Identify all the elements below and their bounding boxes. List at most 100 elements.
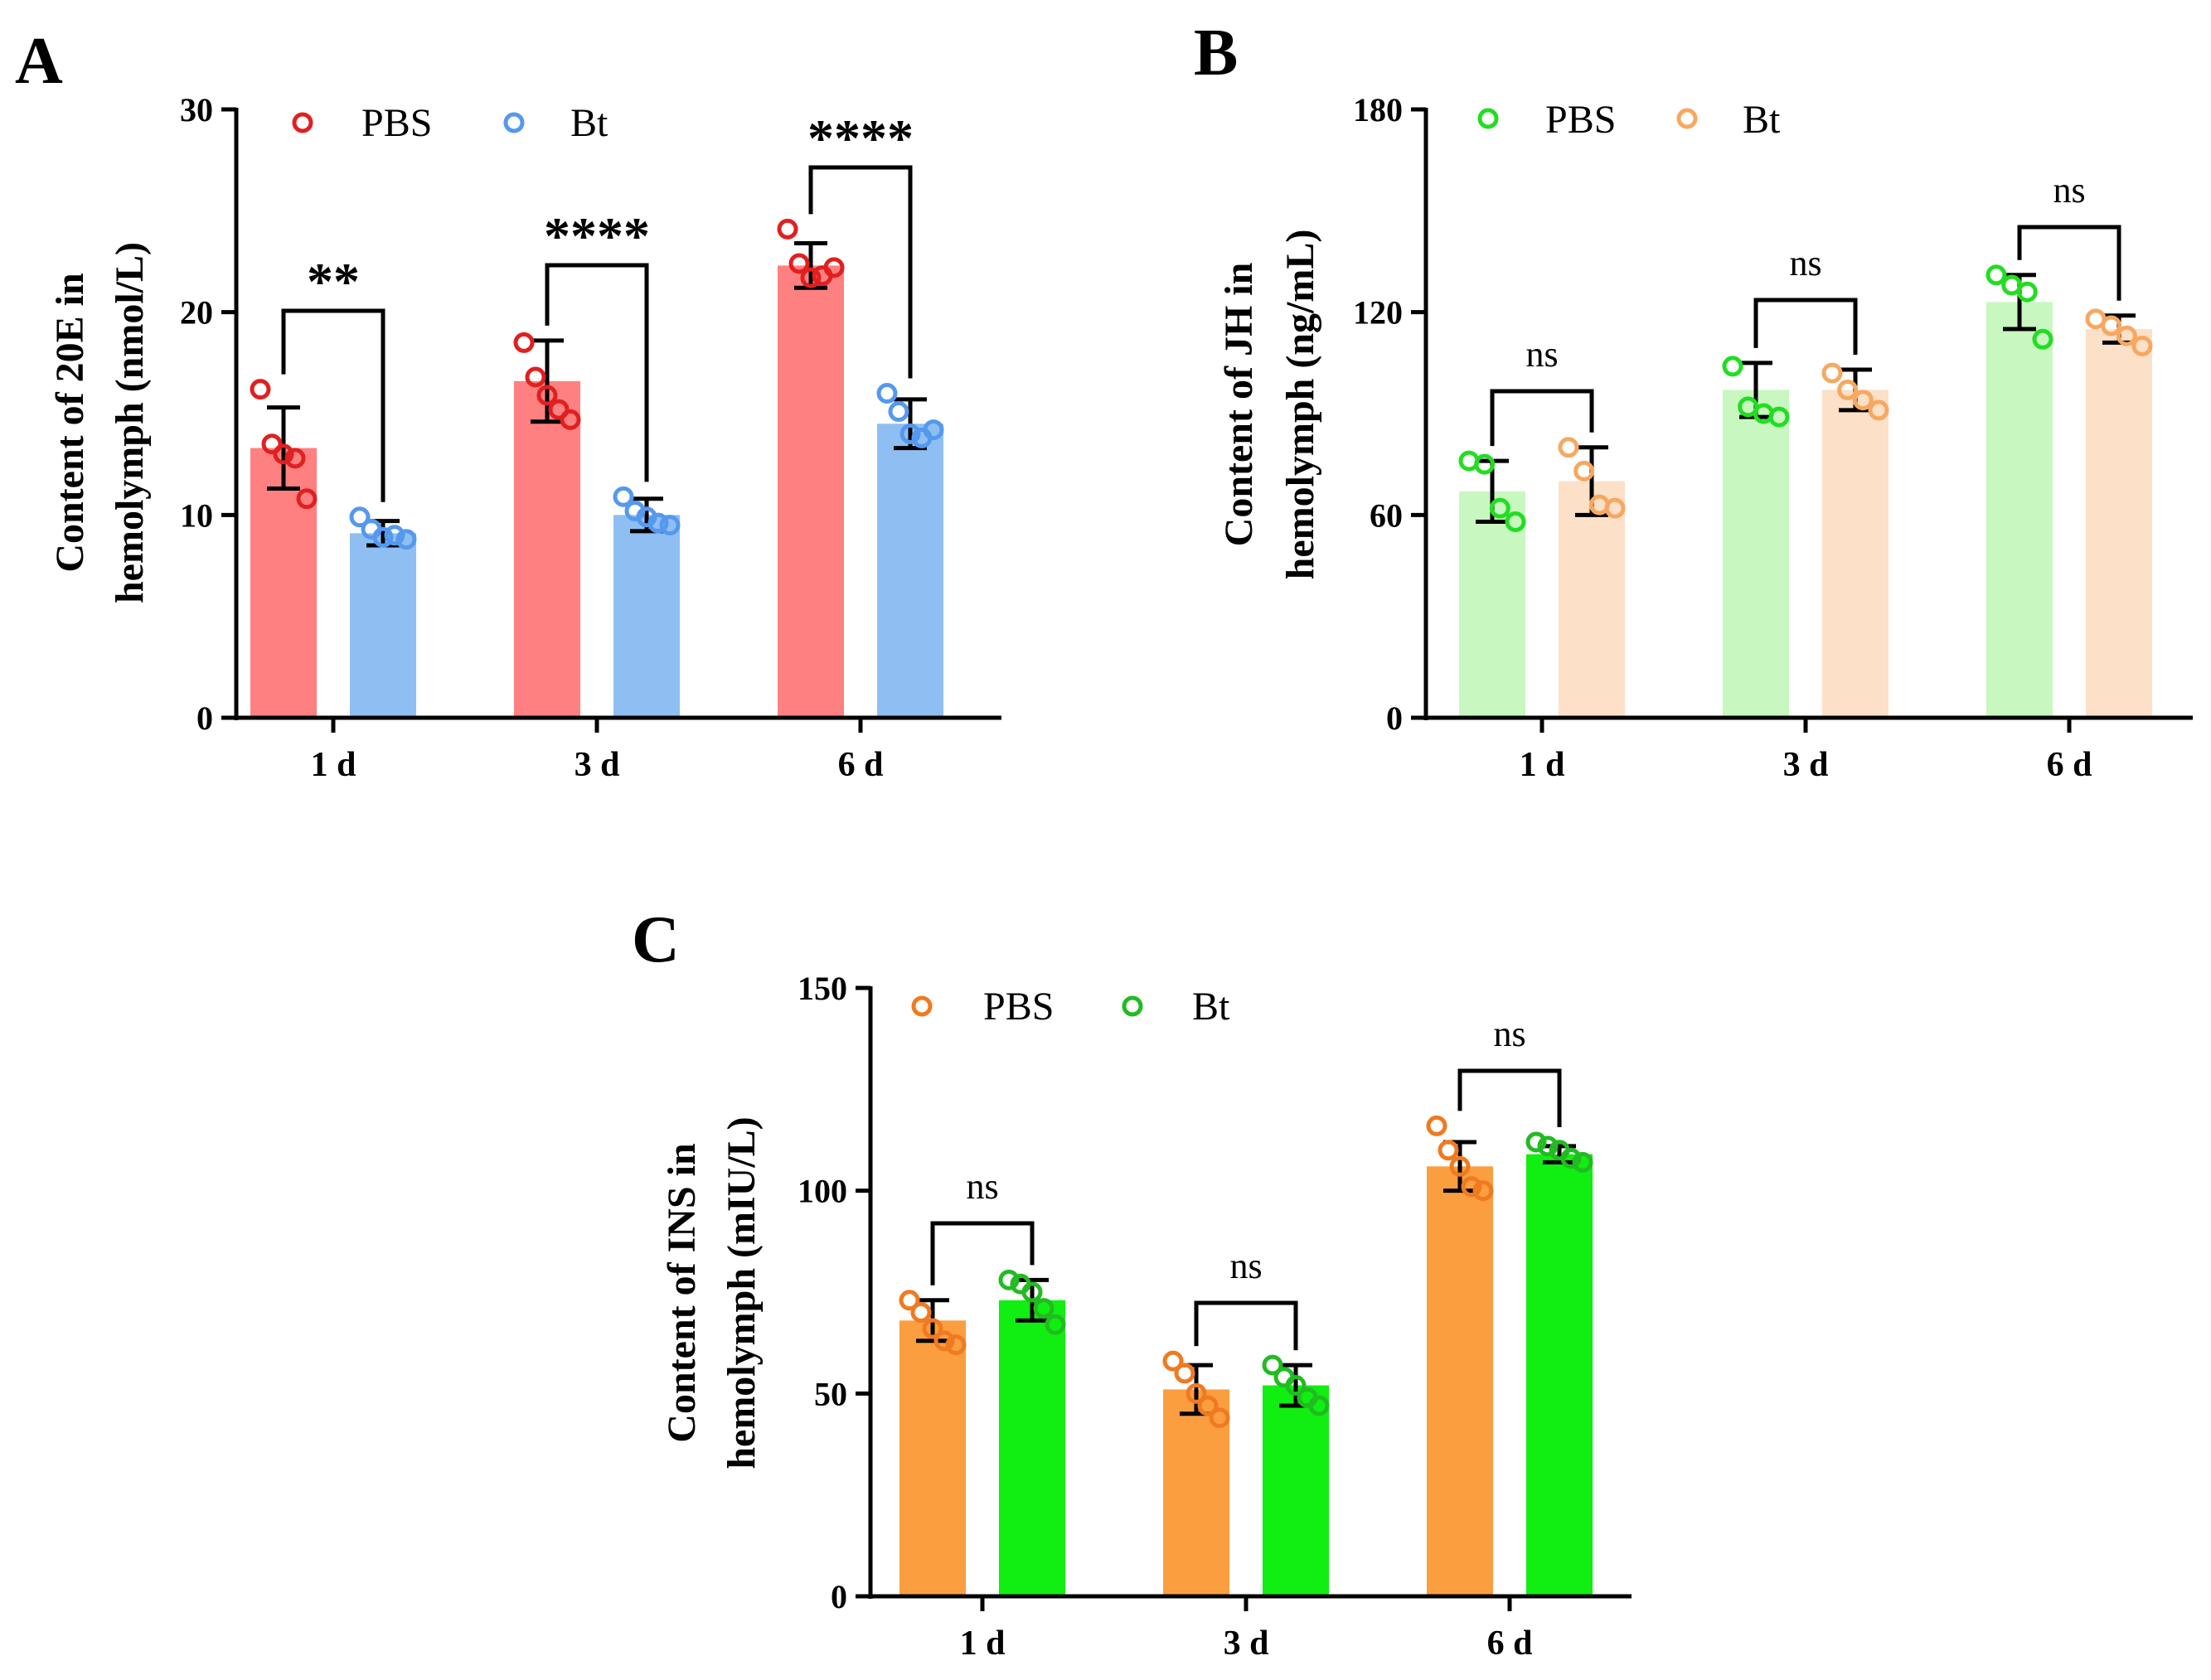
significance-label-1: ns bbox=[1789, 243, 1821, 283]
panel-letter-b: B bbox=[1194, 17, 1238, 90]
data-point-bt-2 bbox=[899, 423, 921, 444]
significance-label-2: ns bbox=[1493, 1014, 1525, 1054]
data-point-bt-1 bbox=[613, 486, 634, 507]
data-point-pbs-0 bbox=[1505, 511, 1526, 532]
significance-label-1: **** bbox=[544, 206, 650, 265]
panel-b: B Content of JH in hemolymph (ng/mL) nsn… bbox=[1194, 17, 2193, 784]
data-point-pbs-1 bbox=[1768, 406, 1790, 428]
data-point-bt-2 bbox=[1537, 1135, 1559, 1157]
y-tick-label: 10 bbox=[180, 496, 213, 534]
y-tick-label: 20 bbox=[180, 294, 213, 332]
significance-bracket-0 bbox=[930, 1221, 1035, 1285]
legend-marker-pbs bbox=[292, 112, 313, 133]
x-tick-label: 6 d bbox=[838, 746, 884, 784]
panel-letter-c: C bbox=[632, 903, 680, 976]
bar-pbs-1 bbox=[1163, 1389, 1229, 1596]
bar-pbs-0 bbox=[899, 1320, 966, 1596]
bar-bt-0 bbox=[1559, 481, 1625, 718]
data-point-pbs-2 bbox=[1438, 1140, 1459, 1161]
legend-marker-bt bbox=[1122, 995, 1143, 1017]
data-point-bt-0 bbox=[1558, 437, 1579, 458]
data-point-pbs-1 bbox=[548, 399, 570, 420]
data-point-pbs-0 bbox=[273, 443, 294, 465]
y-axis-label-a-line2: hemolymph (nmol/L) bbox=[108, 242, 152, 603]
data-point-pbs-2 bbox=[1472, 1180, 1494, 1202]
y-tick-label: 30 bbox=[180, 91, 213, 128]
bar-pbs-0 bbox=[1459, 491, 1525, 718]
y-tick-label: 0 bbox=[1386, 700, 1403, 737]
y-axis-label-b-line1: Content of JH in bbox=[1217, 263, 1261, 547]
bar-pbs-0 bbox=[250, 448, 317, 718]
significance-bracket-2 bbox=[1457, 1068, 1562, 1127]
data-point-pbs-1 bbox=[513, 332, 535, 353]
legend-marker-bt bbox=[503, 112, 525, 133]
y-tick-label: 180 bbox=[1353, 91, 1403, 128]
legend-label-bt: Bt bbox=[570, 101, 609, 145]
data-point-pbs-0 bbox=[945, 1334, 967, 1356]
bar-bt-2 bbox=[2086, 329, 2152, 718]
significance-bracket-2 bbox=[2017, 225, 2121, 301]
bar-bt-2 bbox=[1526, 1154, 1593, 1596]
data-point-pbs-2 bbox=[777, 218, 798, 240]
plot-area-b: ns ns ns 0 60 120 180 1 d 3 d 6 d bbox=[1353, 91, 2193, 784]
data-point-bt-0 bbox=[1573, 460, 1595, 482]
y-tick-label: 150 bbox=[798, 970, 847, 1007]
data-point-bt-1 bbox=[1868, 399, 1889, 421]
data-point-bt-0 bbox=[395, 529, 417, 550]
data-point-bt-1 bbox=[659, 515, 681, 536]
legend-label-pbs: PBS bbox=[361, 101, 432, 145]
data-point-pbs-2 bbox=[2016, 281, 2038, 303]
significance-label-0: ns bbox=[966, 1166, 998, 1207]
x-tick-label: 1 d bbox=[960, 1624, 1006, 1663]
legend-label-bt: Bt bbox=[1192, 985, 1230, 1029]
legend-a: PBS Bt bbox=[292, 101, 609, 145]
data-point-pbs-0 bbox=[899, 1290, 920, 1311]
data-point-bt-1 bbox=[1821, 362, 1843, 384]
data-point-bt-0 bbox=[384, 525, 405, 546]
data-point-bt-0 bbox=[1604, 497, 1626, 519]
bar-pbs-2 bbox=[1986, 302, 2053, 718]
y-tick-label: 100 bbox=[798, 1173, 847, 1210]
bar-bt-1 bbox=[1263, 1385, 1329, 1596]
x-tick-label: 3 d bbox=[575, 746, 620, 784]
data-point-bt-2 bbox=[923, 419, 944, 441]
data-point-bt-2 bbox=[1560, 1148, 1582, 1169]
legend-c: PBS Bt bbox=[911, 985, 1230, 1029]
y-axis-label-c-line2: hemolymph (mIU/L) bbox=[720, 1116, 764, 1469]
y-axis-label-b-line2: hemolymph (ng/mL) bbox=[1278, 230, 1322, 580]
data-point-pbs-2 bbox=[1426, 1115, 1447, 1136]
data-point-bt-2 bbox=[2131, 335, 2153, 356]
data-point-bt-2 bbox=[2101, 315, 2122, 336]
significance-bracket-2 bbox=[808, 165, 913, 379]
data-point-pbs-0 bbox=[296, 488, 318, 510]
data-point-bt-2 bbox=[2116, 325, 2137, 346]
data-point-bt-0 bbox=[372, 526, 394, 548]
legend-marker-bt bbox=[1676, 108, 1698, 129]
significance-label-0: ** bbox=[307, 252, 360, 311]
data-point-pbs-0 bbox=[1489, 497, 1510, 519]
data-point-bt-1 bbox=[1308, 1395, 1330, 1416]
bar-bt-1 bbox=[613, 515, 680, 718]
significance-bracket-0 bbox=[281, 308, 385, 502]
data-point-bt-2 bbox=[1525, 1131, 1547, 1153]
bar-pbs-2 bbox=[778, 265, 844, 719]
legend-label-bt: Bt bbox=[1743, 98, 1781, 142]
data-point-pbs-0 bbox=[922, 1318, 943, 1339]
bar-pbs-1 bbox=[514, 380, 580, 718]
y-tick-label: 60 bbox=[1370, 496, 1403, 534]
x-tick-label: 6 d bbox=[2047, 746, 2092, 784]
data-point-pbs-0 bbox=[1474, 453, 1496, 475]
data-point-pbs-2 bbox=[1986, 264, 2007, 286]
data-point-bt-0 bbox=[1033, 1298, 1055, 1319]
data-point-pbs-1 bbox=[525, 366, 546, 388]
data-point-bt-1 bbox=[1285, 1375, 1307, 1397]
legend-b: PBS Bt bbox=[1477, 98, 1781, 142]
data-point-pbs-0 bbox=[250, 379, 271, 400]
legend-marker-pbs bbox=[1477, 108, 1499, 129]
legend-marker-pbs bbox=[911, 995, 933, 1017]
data-point-pbs-2 bbox=[1449, 1155, 1471, 1177]
panel-c: C Content of INS in hemolymph (mIU/L) ns… bbox=[632, 903, 1632, 1663]
y-axis-label-c-line1: Content of INS in bbox=[660, 1143, 704, 1442]
